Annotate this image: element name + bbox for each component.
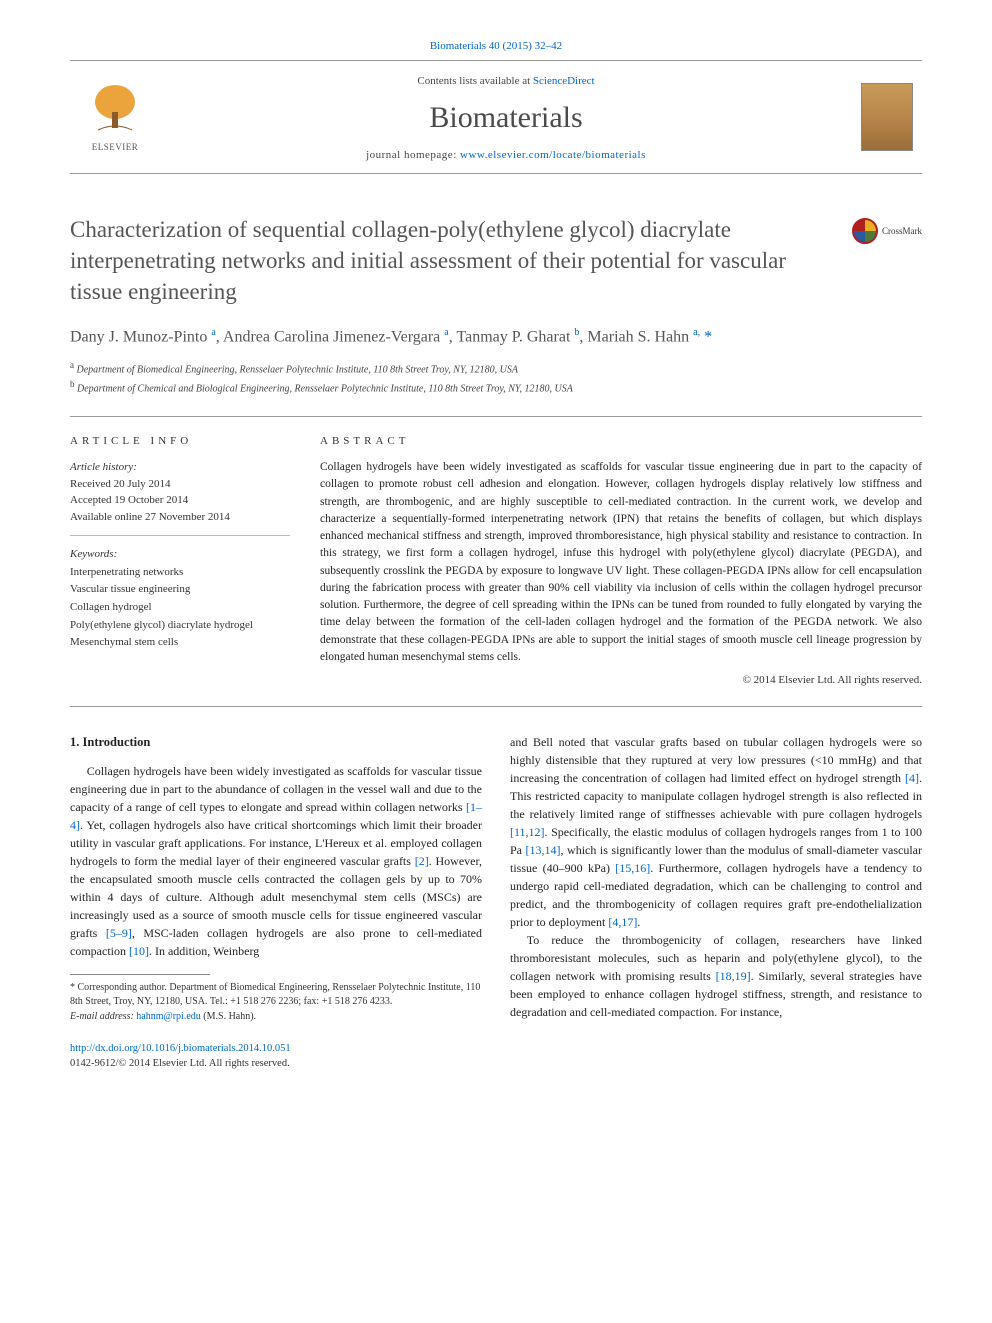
contents-line: Contents lists available at ScienceDirec… [160, 75, 852, 87]
homepage-prefix: journal homepage: [366, 149, 460, 161]
history-received: Received 20 July 2014 [70, 476, 290, 493]
meta-row: ARTICLE INFO Article history: Received 2… [70, 435, 922, 707]
abstract-text: Collagen hydrogels have been widely inve… [320, 459, 922, 666]
keyword-item: Poly(ethylene glycol) diacrylate hydroge… [70, 617, 290, 635]
meta-rule [70, 416, 922, 417]
cite-link[interactable]: [13,14] [526, 843, 561, 857]
keyword-item: Interpenetrating networks [70, 564, 290, 582]
article-title: Characterization of sequential collagen-… [70, 214, 922, 307]
intro-paragraph-1: Collagen hydrogels have been widely inve… [70, 762, 482, 960]
abstract-label: ABSTRACT [320, 435, 922, 447]
body-columns: 1. Introduction Collagen hydrogels have … [70, 733, 922, 1024]
doi-link[interactable]: http://dx.doi.org/10.1016/j.biomaterials… [70, 1043, 291, 1054]
article-info-col: ARTICLE INFO Article history: Received 2… [70, 435, 290, 686]
cite-link[interactable]: [2] [415, 854, 429, 868]
keywords-block: Keywords: Interpenetrating networks Vasc… [70, 546, 290, 652]
article-history: Article history: Received 20 July 2014 A… [70, 459, 290, 536]
history-online: Available online 27 November 2014 [70, 509, 290, 526]
sciencedirect-link[interactable]: ScienceDirect [533, 75, 595, 87]
keyword-item: Vascular tissue engineering [70, 581, 290, 599]
masthead: ELSEVIER Contents lists available at Sci… [70, 61, 922, 174]
abstract-col: ABSTRACT Collagen hydrogels have been wi… [320, 435, 922, 686]
cover-image [861, 83, 913, 151]
email-label: E-mail address: [70, 1011, 136, 1022]
elsevier-tree-icon [88, 82, 142, 138]
journal-name: Biomaterials [160, 101, 852, 135]
intro-paragraph-3: To reduce the thrombogenicity of collage… [510, 931, 922, 1021]
affiliations: a Department of Biomedical Engineering, … [70, 359, 922, 396]
cite-link[interactable]: [18,19] [716, 969, 751, 983]
page-root: Biomaterials 40 (2015) 32–42 ELSEVIER Co… [0, 0, 992, 1102]
crossmark-icon [852, 218, 878, 244]
corresponding-footnote: * Corresponding author. Department of Bi… [70, 981, 482, 1025]
cover-thumbnail [852, 61, 922, 173]
cite-link[interactable]: [5–9] [106, 926, 132, 940]
cite-link[interactable]: [11,12] [510, 825, 545, 839]
copyright-line: © 2014 Elsevier Ltd. All rights reserved… [320, 674, 922, 686]
title-block: Characterization of sequential collagen-… [70, 214, 922, 307]
history-heading: Article history: [70, 459, 290, 476]
cite-link[interactable]: [4] [905, 771, 919, 785]
authors-line: Dany J. Munoz-Pinto a, Andrea Carolina J… [70, 325, 922, 349]
intro-paragraph-2: and Bell noted that vascular grafts base… [510, 733, 922, 931]
affiliation-a: a Department of Biomedical Engineering, … [70, 359, 922, 377]
email-link[interactable]: hahnm@rpi.edu [136, 1011, 200, 1022]
contents-prefix: Contents lists available at [417, 75, 532, 87]
masthead-center: Contents lists available at ScienceDirec… [160, 61, 852, 173]
email-suffix: (M.S. Hahn). [201, 1011, 256, 1022]
homepage-line: journal homepage: www.elsevier.com/locat… [160, 149, 852, 161]
keyword-item: Mesenchymal stem cells [70, 634, 290, 652]
crossmark-badge[interactable]: CrossMark [852, 218, 922, 244]
corresponding-text: * Corresponding author. Department of Bi… [70, 981, 482, 1010]
cite-link[interactable]: [10] [129, 944, 149, 958]
affiliation-b: b Department of Chemical and Biological … [70, 378, 922, 396]
footnote-rule [70, 974, 210, 975]
crossmark-label: CrossMark [882, 226, 922, 236]
cite-link[interactable]: [4,17] [608, 915, 637, 929]
article-info-label: ARTICLE INFO [70, 435, 290, 447]
citation-line: Biomaterials 40 (2015) 32–42 [70, 40, 922, 52]
page-footer: http://dx.doi.org/10.1016/j.biomaterials… [70, 1042, 922, 1071]
cite-link[interactable]: [15,16] [615, 861, 650, 875]
history-accepted: Accepted 19 October 2014 [70, 492, 290, 509]
keyword-item: Collagen hydrogel [70, 599, 290, 617]
publisher-name: ELSEVIER [92, 142, 139, 152]
keywords-heading: Keywords: [70, 546, 290, 564]
email-line: E-mail address: hahnm@rpi.edu (M.S. Hahn… [70, 1010, 482, 1025]
homepage-link[interactable]: www.elsevier.com/locate/biomaterials [460, 149, 646, 161]
intro-heading: 1. Introduction [70, 733, 482, 752]
publisher-logo: ELSEVIER [70, 61, 160, 173]
issn-copyright: 0142-9612/© 2014 Elsevier Ltd. All right… [70, 1057, 922, 1072]
